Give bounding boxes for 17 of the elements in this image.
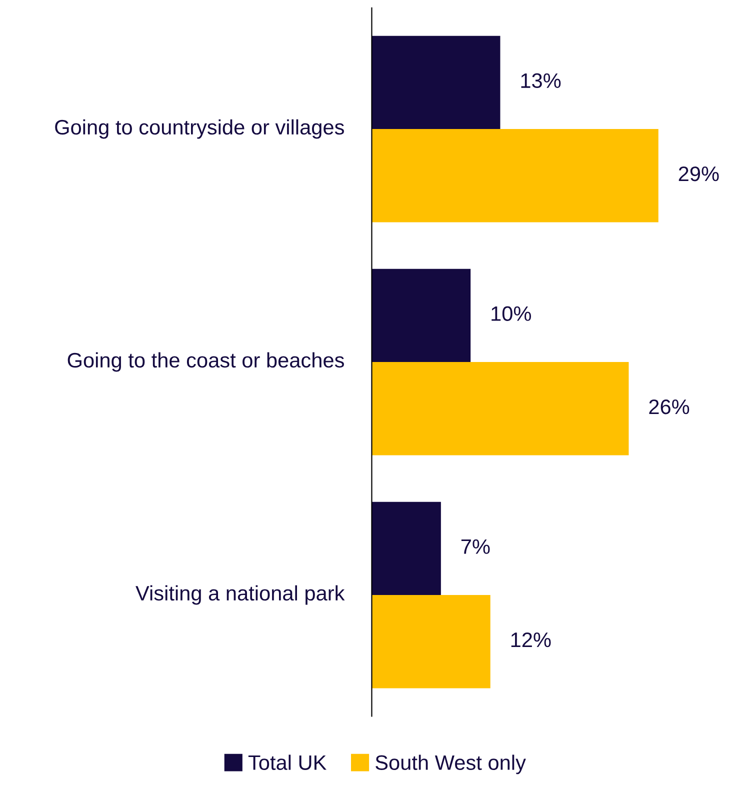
bar <box>372 595 490 688</box>
data-label: 10% <box>492 306 531 322</box>
data-label: 13% <box>521 73 561 88</box>
bar <box>372 129 658 222</box>
bar <box>372 502 441 596</box>
data-label: 12% <box>511 632 551 648</box>
y-tick-label: Visiting a national park <box>136 585 345 605</box>
y-tick-label: Going to the coast or beaches <box>68 352 344 372</box>
bar <box>372 36 500 130</box>
y-tick-label: Going to countryside or villages <box>55 119 344 139</box>
bar <box>372 362 629 456</box>
data-label: 29% <box>678 166 719 182</box>
legend-label: South West only <box>376 754 526 774</box>
bar <box>372 268 471 362</box>
data-label: 26% <box>649 399 690 414</box>
data-label: 7% <box>461 539 490 554</box>
legend-label: Total UK <box>248 754 326 770</box>
